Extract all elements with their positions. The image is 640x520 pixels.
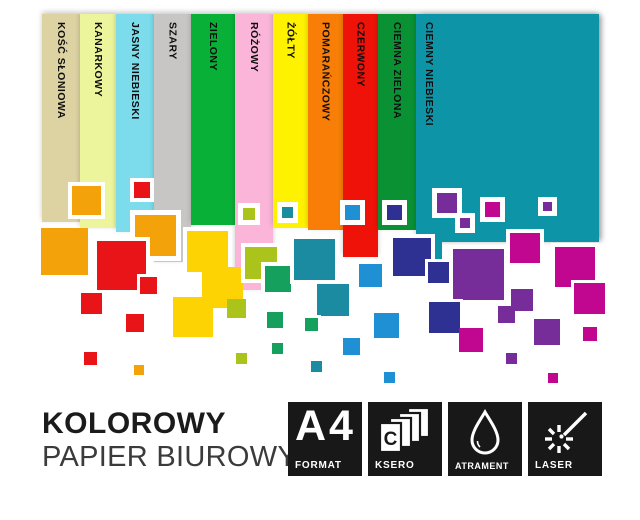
confetti-square xyxy=(311,361,322,372)
confetti-square xyxy=(371,310,402,341)
headline-subtitle: PAPIER BIUROWY xyxy=(42,441,298,473)
paper-stripe-label: CIEMNY NIEBIESKI xyxy=(423,22,435,127)
headline: KOLOROWY PAPIER BIUROWY xyxy=(42,407,297,473)
confetti-square xyxy=(480,197,505,222)
badge-a4-format: A4 FORMAT xyxy=(288,402,362,476)
confetti-square xyxy=(538,197,557,216)
paper-stripe-dark_green: CIEMNA ZIELONA xyxy=(378,14,416,230)
confetti-square xyxy=(356,261,385,290)
paper-stripe-label: KANARKOWY xyxy=(92,22,104,98)
paper-stripe-label: CZERWONY xyxy=(354,22,367,88)
paper-stripe-yellow: ŻÓŁTY xyxy=(273,14,308,228)
confetti-square xyxy=(455,213,475,233)
badge-row: A4 FORMAT C KSERO ATRAMENT xyxy=(288,402,602,476)
confetti-square xyxy=(583,327,597,341)
confetti-square xyxy=(425,259,452,286)
confetti-square xyxy=(343,338,360,355)
confetti-square xyxy=(506,353,517,364)
laser-beam-icon xyxy=(545,411,588,453)
headline-title: KOLOROWY xyxy=(42,407,226,440)
paper-stripe-ivory: KOŚĆ SŁONIOWA xyxy=(42,14,80,222)
confetti-square xyxy=(432,188,462,218)
confetti-square xyxy=(459,328,483,352)
confetti-square xyxy=(548,373,558,383)
confetti-square xyxy=(227,299,246,318)
paper-stripe-orange: POMARAŃCZOWY xyxy=(308,14,343,230)
atrament-label: ATRAMENT xyxy=(455,461,509,471)
confetti-square xyxy=(134,365,144,375)
confetti-square xyxy=(267,312,283,328)
badge-atrament: ATRAMENT xyxy=(448,402,522,476)
confetti-square xyxy=(302,315,321,334)
confetti-square xyxy=(236,353,247,364)
confetti-square xyxy=(41,228,88,275)
confetti-square xyxy=(290,235,339,284)
confetti-square xyxy=(498,306,515,323)
ink-drop-icon xyxy=(470,409,500,455)
confetti-square xyxy=(571,280,608,317)
confetti-square xyxy=(78,290,105,317)
copy-pages-icon: C xyxy=(378,407,431,454)
paper-stripe-green: ZIELONY xyxy=(191,14,235,225)
badge-ksero: C KSERO xyxy=(368,402,442,476)
confetti-square xyxy=(126,314,144,332)
confetti-square xyxy=(137,274,160,297)
confetti-square xyxy=(130,178,154,202)
confetti-square xyxy=(449,245,508,304)
confetti-square xyxy=(238,203,260,225)
confetti-square xyxy=(531,316,563,348)
paper-stripe-label: ZIELONY xyxy=(207,22,219,72)
paper-stripe-label: SZARY xyxy=(166,22,179,60)
confetti-square xyxy=(272,343,283,354)
paper-stripe-label: KOŚĆ SŁONIOWA xyxy=(55,22,67,119)
confetti-square xyxy=(277,202,298,223)
confetti-square xyxy=(382,200,407,225)
confetti-square xyxy=(384,372,395,383)
paper-stripe-label: JASNY NIEBIESKI xyxy=(129,22,141,120)
confetti-square xyxy=(426,299,463,336)
confetti-square xyxy=(313,280,353,320)
laser-label: LASER xyxy=(535,460,573,471)
confetti-square xyxy=(506,229,544,267)
paper-stripe-label: POMARAŃCZOWY xyxy=(319,22,332,122)
a4-text: A4 xyxy=(295,402,356,450)
confetti-square xyxy=(84,352,97,365)
paper-stripe-label: ŻÓŁTY xyxy=(284,22,297,59)
confetti-square xyxy=(68,182,105,219)
confetti-square xyxy=(340,200,365,225)
format-label: FORMAT xyxy=(295,460,342,471)
paper-stripe-label: CIEMNA ZIELONA xyxy=(391,22,403,120)
svg-text:C: C xyxy=(384,429,398,450)
badge-laser: LASER xyxy=(528,402,602,476)
ksero-label: KSERO xyxy=(375,460,415,471)
confetti-square xyxy=(173,297,213,337)
paper-stripe-label: RÓŻOWY xyxy=(248,22,260,73)
